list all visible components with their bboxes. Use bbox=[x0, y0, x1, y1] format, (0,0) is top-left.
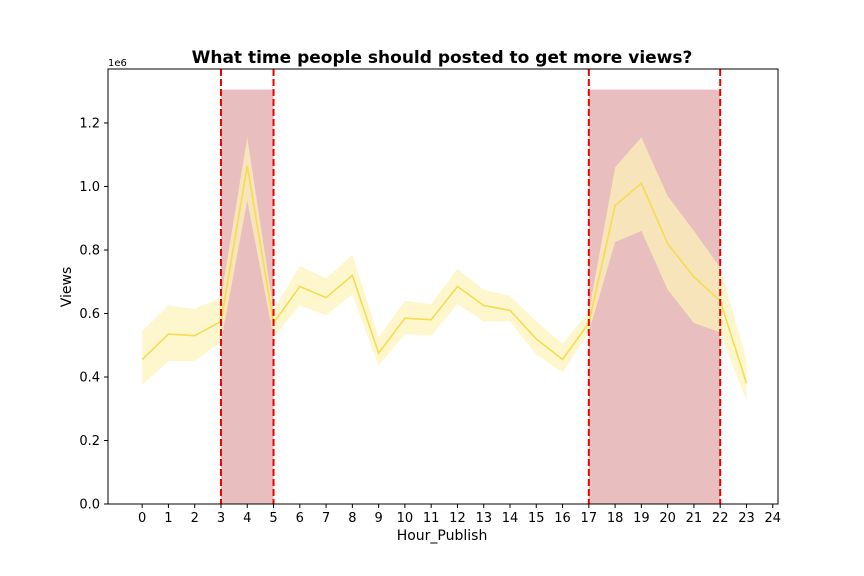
x-tick-label-20: 20 bbox=[659, 511, 676, 526]
x-tick-label-6: 6 bbox=[296, 511, 304, 526]
x-tick-label-17: 17 bbox=[581, 511, 598, 526]
x-tick-label-9: 9 bbox=[374, 511, 382, 526]
x-axis-label: Hour_Publish bbox=[397, 528, 488, 544]
y-tick-label-0.2: 0.2 bbox=[79, 434, 100, 449]
y-tick-label-0.4: 0.4 bbox=[79, 370, 100, 385]
x-tick-label-11: 11 bbox=[423, 511, 440, 526]
x-tick-label-5: 5 bbox=[269, 511, 277, 526]
x-tick-label-19: 19 bbox=[633, 511, 650, 526]
series-line-0 bbox=[141, 165, 748, 384]
chart-title: What time people should posted to get mo… bbox=[192, 48, 693, 68]
x-tick-label-0: 0 bbox=[138, 511, 146, 526]
y-tick-label-0.0: 0.0 bbox=[79, 498, 100, 513]
y-tick-label-1.2: 1.2 bbox=[79, 116, 100, 131]
x-tick-label-15: 15 bbox=[528, 511, 545, 526]
plot-area bbox=[141, 69, 748, 505]
x-tick-label-1: 1 bbox=[164, 511, 172, 526]
x-tick-label-3: 3 bbox=[217, 511, 225, 526]
x-tick-label-13: 13 bbox=[475, 511, 492, 526]
x-tick-label-4: 4 bbox=[243, 511, 251, 526]
axes: 0 1 2 3 4 5 6 7 8 9 10 11 12 13 14 15 16 17 18 19 20 21 22 23 24… bbox=[79, 68, 781, 526]
y-axis-label: Views bbox=[59, 267, 75, 308]
x-tick-label-12: 12 bbox=[449, 511, 466, 526]
x-tick-label-16: 16 bbox=[554, 511, 571, 526]
x-tick-label-14: 14 bbox=[502, 511, 519, 526]
x-tick-label-23: 23 bbox=[738, 511, 755, 526]
x-tick-label-2: 2 bbox=[191, 511, 199, 526]
x-tick-label-21: 21 bbox=[686, 511, 703, 526]
x-tick-label-10: 10 bbox=[397, 511, 414, 526]
x-tick-label-22: 22 bbox=[712, 511, 729, 526]
x-tick-label-18: 18 bbox=[607, 511, 624, 526]
x-tick-label-24: 24 bbox=[764, 511, 781, 526]
x-tick-label-8: 8 bbox=[348, 511, 356, 526]
plot-frame bbox=[107, 68, 779, 505]
x-tick-label-7: 7 bbox=[322, 511, 330, 526]
y-axis-offset-label: 1e6 bbox=[108, 58, 127, 69]
y-tick-label-1.0: 1.0 bbox=[79, 180, 100, 195]
confidence-band-0 bbox=[142, 137, 747, 401]
y-tick-label-0.6: 0.6 bbox=[79, 307, 100, 322]
y-tick-label-0.8: 0.8 bbox=[79, 243, 100, 258]
